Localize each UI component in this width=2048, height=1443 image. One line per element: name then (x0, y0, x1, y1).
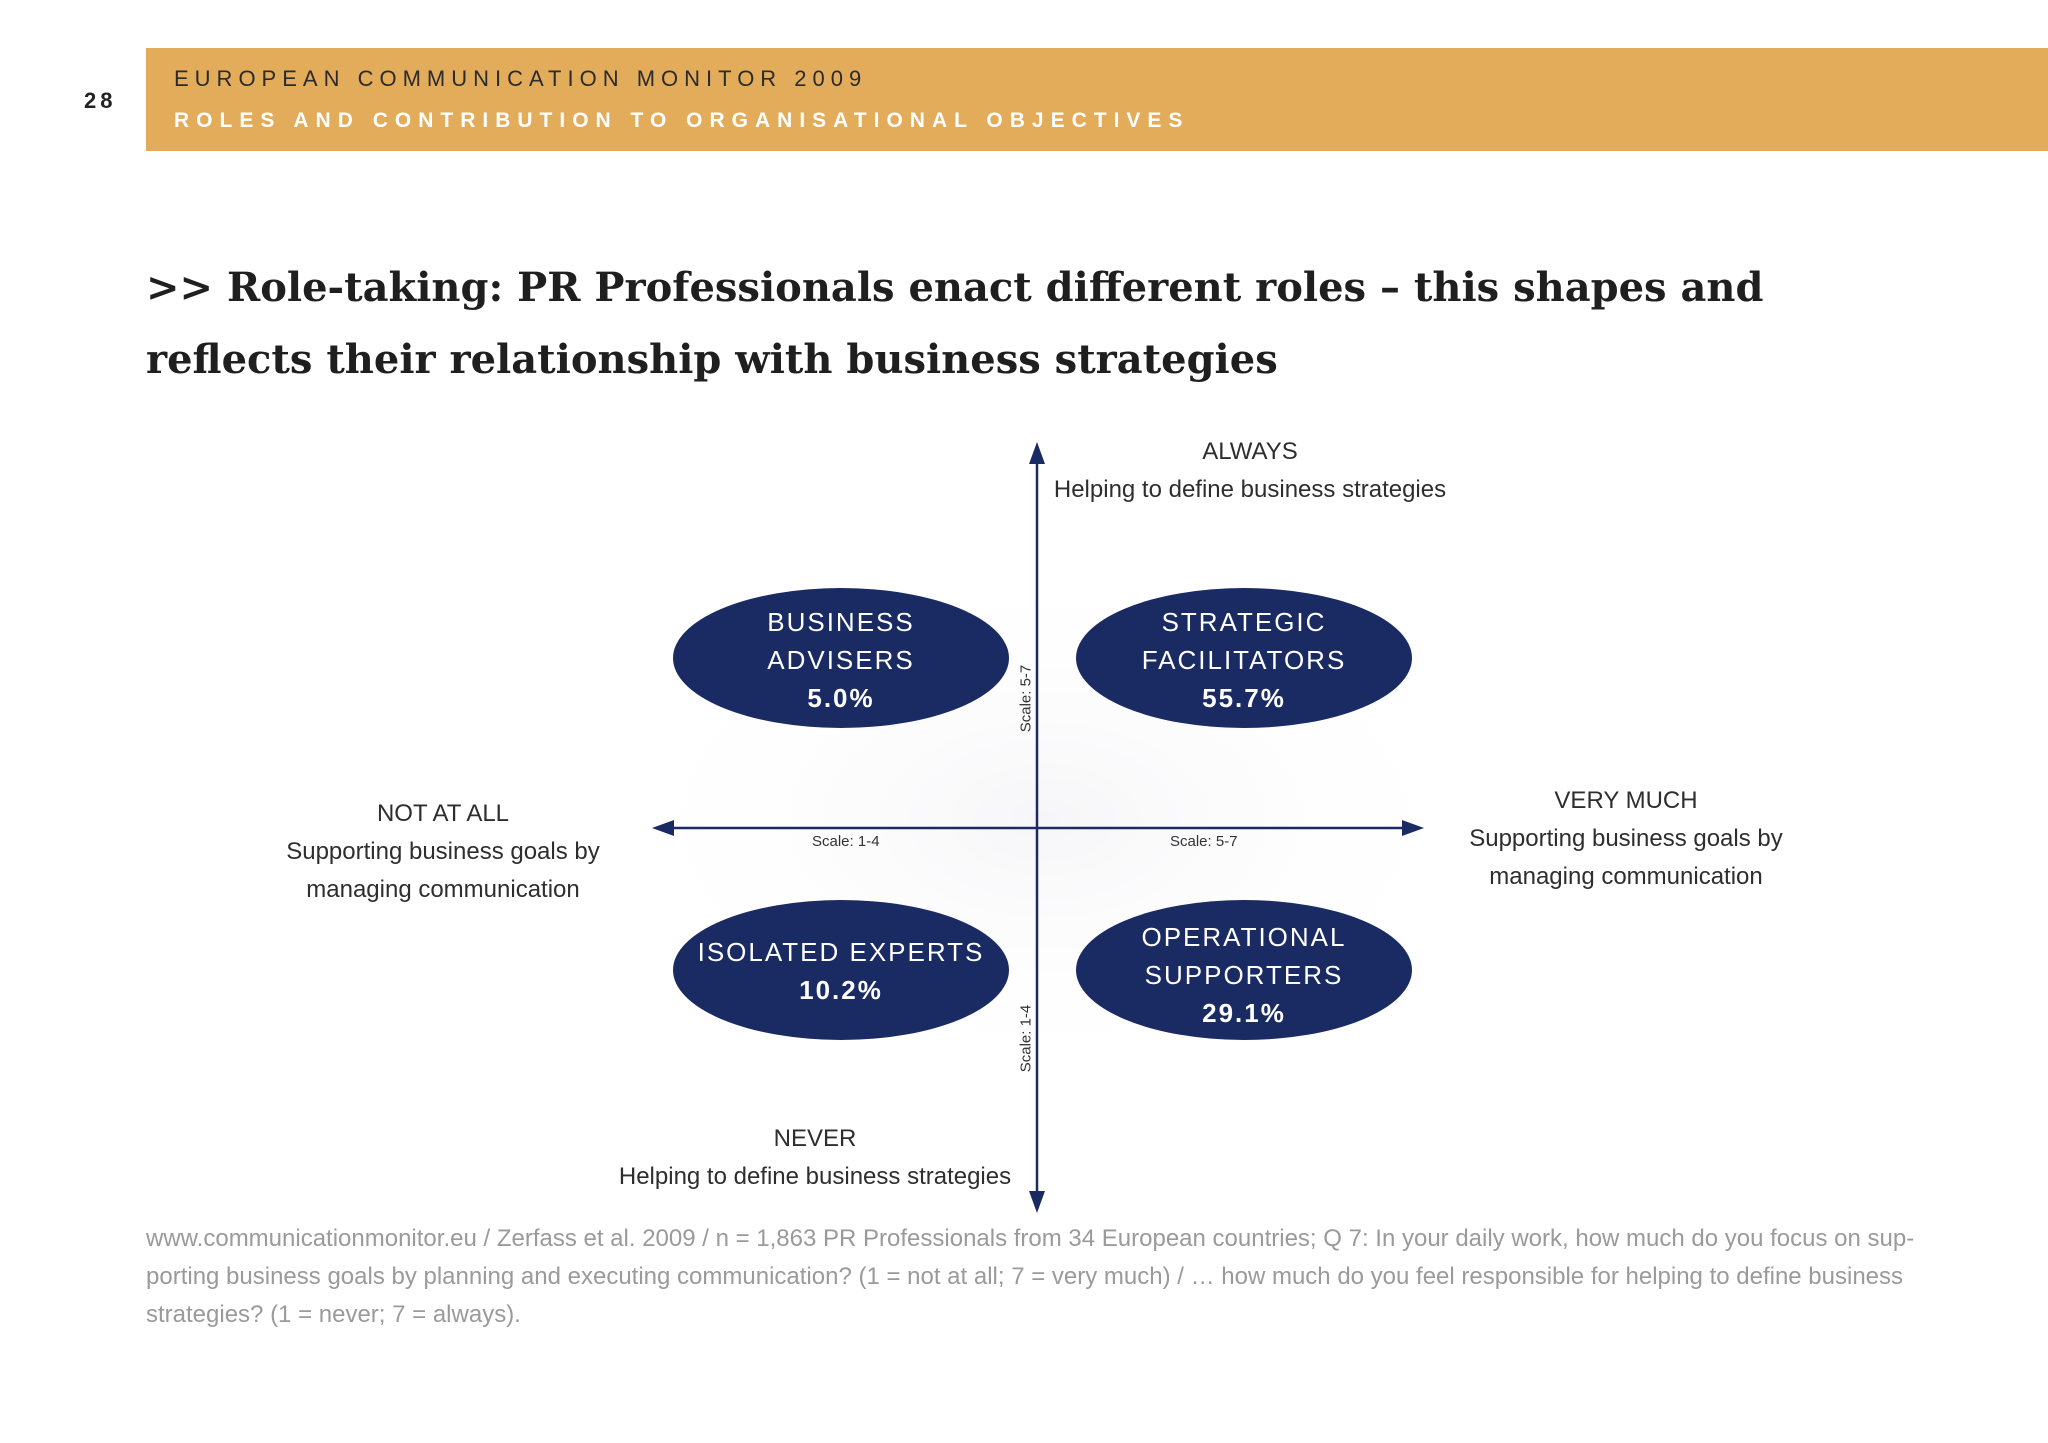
bottom-axis-label: NEVER Helping to define business strateg… (575, 1120, 1055, 1196)
ellipse-business-advisers (673, 588, 1009, 728)
quadrant-business-advisers: BUSINESS ADVISERS 5.0% (691, 603, 991, 717)
quadrant-business-advisers-name-2: ADVISERS (767, 645, 915, 675)
quadrant-operational-supporters-name-1: OPERATIONAL (1141, 922, 1347, 952)
bottom-axis-label-extreme: NEVER (773, 1125, 857, 1152)
top-axis-label-extreme: ALWAYS (1202, 438, 1298, 465)
quadrant-operational-supporters: OPERATIONAL SUPPORTERS 29.1% (1094, 918, 1394, 1032)
quadrant-business-advisers-value: 5.0% (807, 683, 875, 713)
quadrant-isolated-experts-name: ISOLATED EXPERTS (697, 937, 985, 967)
scale-label-y-top: Scale: 5-7 (1017, 664, 1035, 733)
ellipse-isolated-experts (673, 900, 1009, 1040)
quadrant-operational-supporters-value: 29.1% (1202, 998, 1286, 1028)
page-title: >> Role-taking: PR Professionals enact d… (146, 264, 1764, 383)
bottom-axis-label-description: Helping to define business strategies (618, 1163, 1012, 1190)
quadrant-strategic-facilitators-value: 55.7% (1202, 683, 1286, 713)
left-axis-label-description-2: managing communication (306, 876, 580, 903)
horizontal-axis-arrow-left (652, 820, 674, 836)
scale-label-y-bottom: Scale: 1-4 (1017, 1004, 1035, 1073)
page-number: 28 (84, 88, 117, 113)
right-axis-label: VERY MUCH Supporting business goals by m… (1426, 782, 1826, 896)
quadrant-strategic-facilitators: STRATEGIC FACILITATORS 55.7% (1094, 603, 1394, 717)
header-publication-title: EUROPEAN COMMUNICATION MONITOR 2009 (174, 66, 868, 91)
left-axis-label: NOT AT ALL Supporting business goals by … (243, 795, 643, 909)
ellipse-strategic-facilitators (1076, 588, 1412, 728)
top-axis-label: ALWAYS Helping to define business strate… (1010, 433, 1490, 509)
ellipse-operational-supporters (1076, 900, 1412, 1040)
right-axis-label-description-2: managing communication (1489, 863, 1763, 890)
left-axis-label-description-1: Supporting business goals by (286, 838, 600, 865)
quadrant-operational-supporters-name-2: SUPPORTERS (1144, 960, 1344, 990)
left-axis-label-extreme: NOT AT ALL (376, 800, 510, 827)
quadrant-strategic-facilitators-name-1: STRATEGIC (1161, 607, 1327, 637)
header-band: EUROPEAN COMMUNICATION MONITOR 2009 ROLE… (146, 48, 2048, 151)
scale-label-x-left: Scale: 1-4 (812, 833, 880, 850)
top-axis-label-description: Helping to define business strategies (1053, 476, 1447, 503)
vertical-axis-arrow-up (1029, 442, 1045, 464)
horizontal-axis-arrow-right (1402, 820, 1424, 836)
quadrant-business-advisers-name-1: BUSINESS (767, 607, 915, 637)
right-axis-label-description-1: Supporting business goals by (1469, 825, 1783, 852)
quadrant-strategic-facilitators-name-2: FACILITATORS (1141, 645, 1347, 675)
header-section-title: ROLES AND CONTRIBUTION TO ORGANISATIONAL… (174, 109, 1190, 132)
right-axis-label-extreme: VERY MUCH (1554, 787, 1698, 814)
footnote: www.communicationmonitor.eu / Zerfass et… (146, 1225, 1915, 1328)
scale-label-x-right: Scale: 5-7 (1170, 833, 1238, 850)
vertical-axis-arrow-down (1029, 1191, 1045, 1213)
quadrant-isolated-experts-value: 10.2% (799, 975, 883, 1005)
quadrant-isolated-experts: ISOLATED EXPERTS 10.2% (681, 933, 1001, 1009)
